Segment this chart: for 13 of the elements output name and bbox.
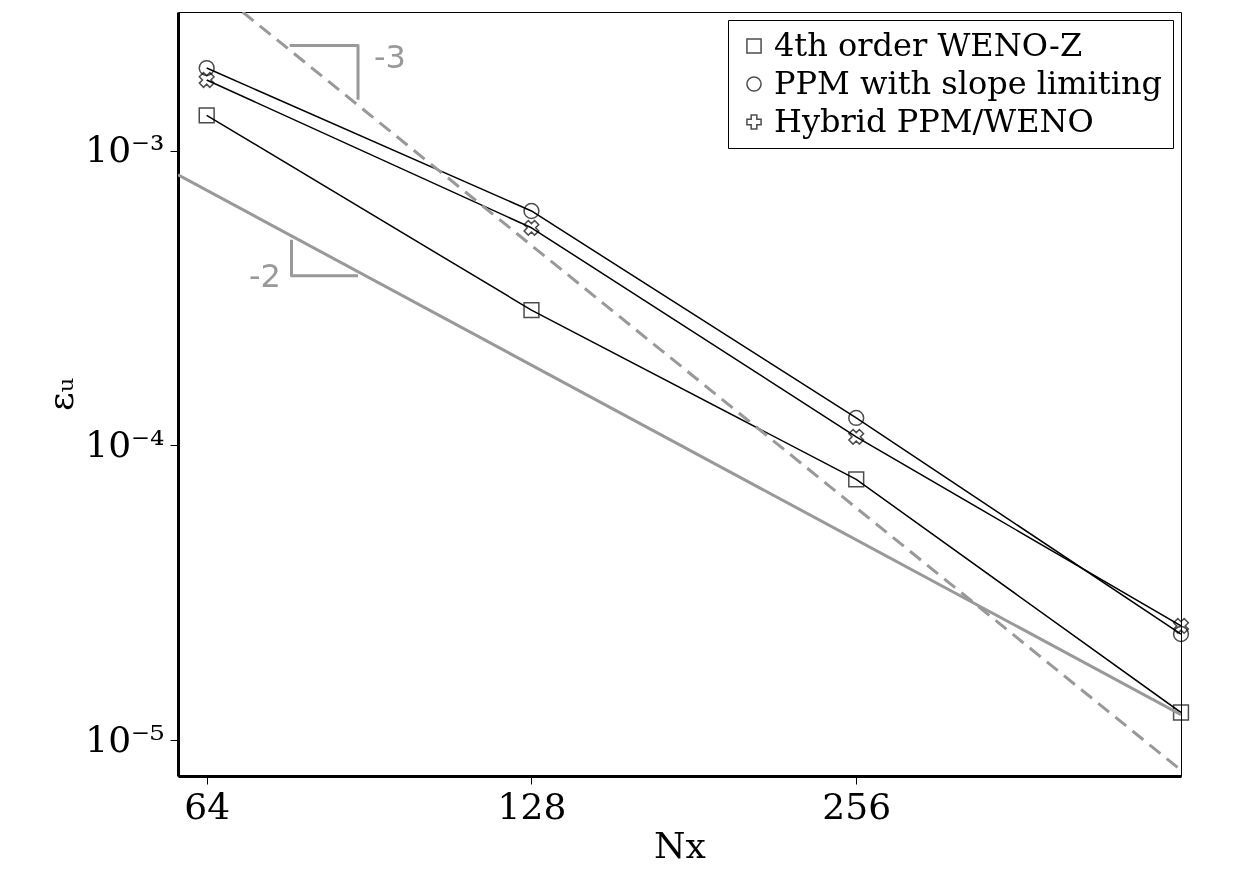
x-tick-label: 128: [497, 785, 567, 827]
legend-label: PPM with slope limiting: [774, 64, 1163, 102]
x-tick-label: 64: [184, 785, 231, 827]
legend-label: 4th order WENO-Z: [774, 26, 1083, 64]
y-axis-title: εᵤ: [40, 377, 82, 412]
legend-label: Hybrid PPM/WENO: [774, 102, 1094, 140]
y-tick-label: 10⁻³: [85, 129, 165, 171]
annotation: -3: [374, 38, 406, 76]
y-tick-label: 10⁻⁵: [85, 718, 165, 760]
x-axis-title: Nx: [654, 824, 706, 866]
x-tick-label: 256: [822, 785, 892, 827]
y-tick-label: 10⁻⁴: [85, 423, 165, 465]
annotation: -2: [249, 257, 281, 295]
